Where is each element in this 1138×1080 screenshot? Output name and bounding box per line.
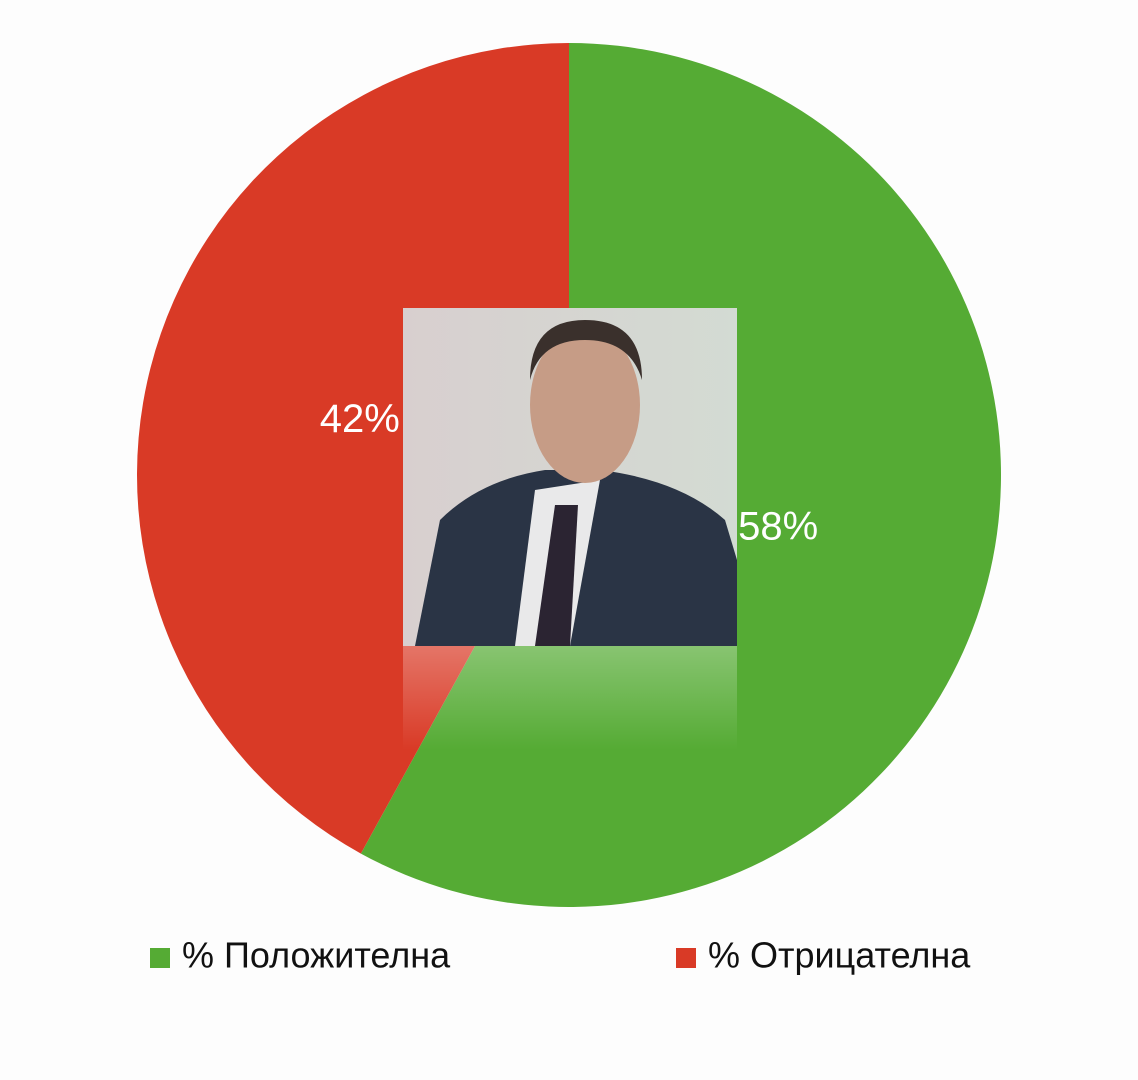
photo-face <box>530 327 640 483</box>
photo-reflection <box>403 646 737 750</box>
legend-swatch <box>676 948 696 968</box>
photo-tie <box>535 505 578 646</box>
legend-label: % Положителна <box>182 935 451 976</box>
data-label: 58% <box>738 504 818 548</box>
legend-swatch <box>150 948 170 968</box>
photo <box>403 308 737 750</box>
photo-hair <box>530 320 642 380</box>
data-label: 42% <box>320 397 400 441</box>
legend-label: % Отрицателна <box>708 935 971 976</box>
